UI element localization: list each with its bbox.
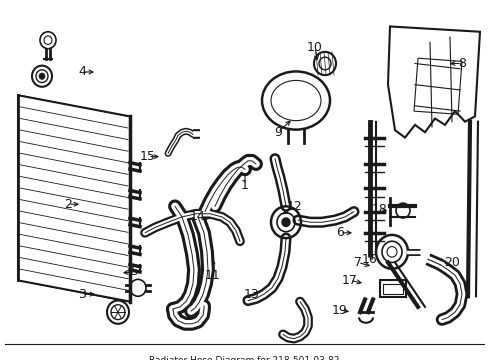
Text: 8: 8 — [457, 57, 465, 70]
Text: Radiator Hose Diagram for 218-501-03-82: Radiator Hose Diagram for 218-501-03-82 — [148, 356, 339, 360]
Text: 10: 10 — [306, 41, 322, 54]
Bar — [379, 280, 405, 297]
Text: 16: 16 — [362, 253, 377, 266]
Text: 7: 7 — [353, 256, 361, 269]
Text: 19: 19 — [331, 303, 347, 316]
Text: 11: 11 — [204, 269, 221, 282]
Bar — [382, 284, 402, 294]
Text: 5: 5 — [131, 265, 139, 278]
Text: 2: 2 — [64, 198, 72, 211]
Text: 17: 17 — [342, 274, 357, 287]
Text: 4: 4 — [78, 66, 86, 78]
Text: 14: 14 — [190, 211, 205, 224]
Circle shape — [282, 218, 289, 226]
Text: 18: 18 — [371, 203, 387, 216]
Text: 3: 3 — [78, 288, 86, 301]
Text: 1: 1 — [241, 179, 248, 192]
Text: 20: 20 — [443, 256, 459, 269]
Text: 6: 6 — [335, 226, 343, 239]
Text: 15: 15 — [140, 150, 156, 163]
Circle shape — [39, 73, 45, 79]
Text: 12: 12 — [286, 200, 302, 213]
Text: 9: 9 — [273, 126, 282, 139]
Text: 13: 13 — [244, 288, 259, 301]
